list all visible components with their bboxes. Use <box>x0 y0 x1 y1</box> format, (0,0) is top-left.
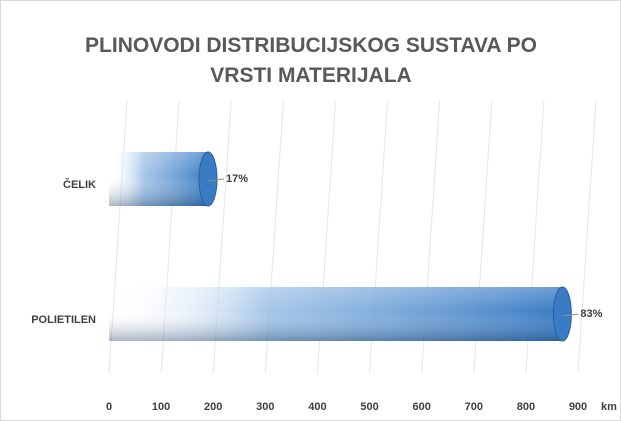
bar-shade <box>109 152 209 206</box>
x-tick-label: 700 <box>465 401 483 413</box>
x-tick-label: 900 <box>569 401 587 413</box>
x-tick-label: 100 <box>152 401 170 413</box>
x-tick-label: 400 <box>308 401 326 413</box>
data-label: 83% <box>580 308 602 320</box>
x-tick-label: 0 <box>106 401 112 413</box>
leader-line <box>207 178 225 182</box>
bar <box>109 286 572 342</box>
bar <box>109 151 218 207</box>
chart-title: PLINOVODI DISTRIBUCIJSKOG SUSTAVA PO VRS… <box>85 34 537 87</box>
x-tick-label: 600 <box>412 401 430 413</box>
x-tick-label: 300 <box>256 401 274 413</box>
bar-cap <box>552 286 572 342</box>
leader-line <box>562 313 579 317</box>
x-unit: km <box>601 401 617 413</box>
x-tick-label: 200 <box>204 401 222 413</box>
bar-shade <box>109 287 563 341</box>
data-label: 17% <box>226 173 248 185</box>
y-tick-label: ČELIK <box>63 178 96 191</box>
y-tick-label: POLIETILEN <box>31 314 96 326</box>
x-tick-label: 500 <box>360 401 378 413</box>
x-tick-label: 800 <box>517 401 535 413</box>
grid-line <box>577 100 597 374</box>
bar-cap <box>198 151 218 207</box>
